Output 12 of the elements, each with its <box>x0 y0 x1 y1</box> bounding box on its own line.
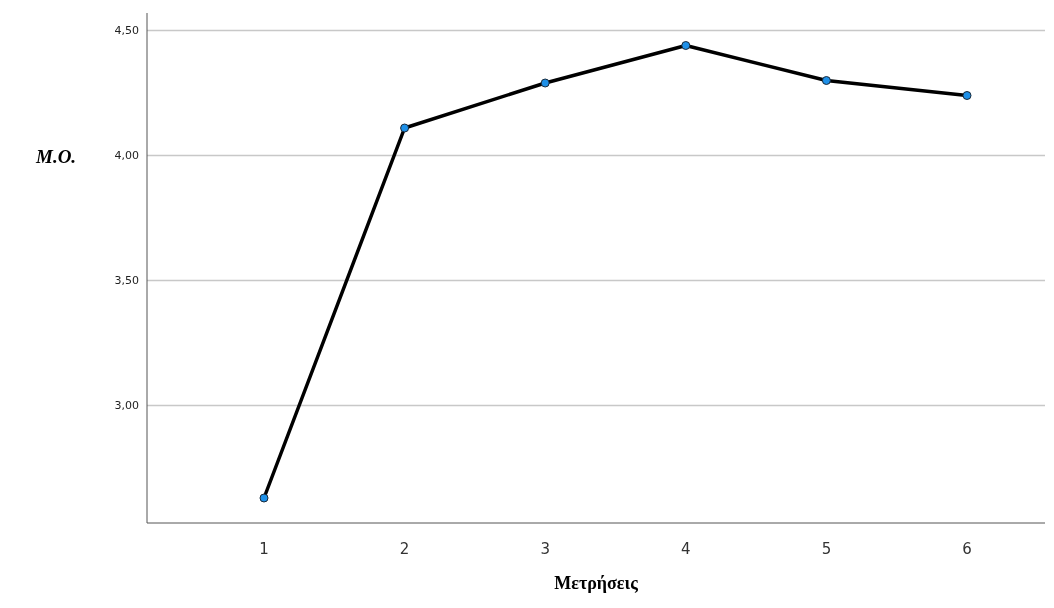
x-tick-label: 3 <box>540 539 550 558</box>
y-tick-label: 3,50 <box>114 274 139 288</box>
x-tick-label: 4 <box>681 539 691 558</box>
x-tick-label: 6 <box>962 539 972 558</box>
y-axis-title: Μ.Ο. <box>36 146 77 168</box>
y-tick-label: 4,00 <box>114 149 139 163</box>
y-tick-label: 3,00 <box>114 399 139 413</box>
x-axis-title: Μετρήσεις <box>553 573 639 594</box>
x-tick-label: 5 <box>821 539 832 558</box>
y-tick-label: 4,50 <box>114 24 139 38</box>
x-tick-label: 1 <box>259 539 269 558</box>
x-tick-label: 2 <box>399 539 410 558</box>
